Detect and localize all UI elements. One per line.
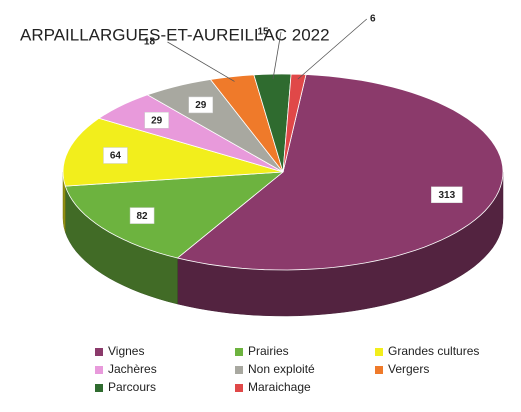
legend-swatch bbox=[95, 366, 103, 374]
legend-label: Grandes cultures bbox=[388, 344, 479, 358]
legend-label: Prairies bbox=[248, 344, 289, 358]
legend-swatch bbox=[235, 366, 243, 374]
legend-label: Vignes bbox=[108, 344, 144, 358]
value-label: 29 bbox=[195, 100, 207, 111]
pie-slice bbox=[282, 73, 307, 173]
pie-slice bbox=[176, 74, 504, 271]
legend-label: Parcours bbox=[108, 380, 156, 394]
pie-slice bbox=[146, 79, 284, 173]
leader-line bbox=[167, 41, 235, 82]
value-label: 18 bbox=[144, 37, 156, 48]
legend-label: Non exploité bbox=[248, 362, 315, 376]
legend-swatch bbox=[235, 348, 243, 356]
legend-swatch bbox=[95, 384, 103, 392]
value-label-box bbox=[103, 147, 128, 164]
legend-label: Maraichage bbox=[248, 380, 311, 394]
leader-line bbox=[272, 31, 282, 80]
value-label: 64 bbox=[110, 151, 122, 162]
value-label: 29 bbox=[151, 115, 163, 126]
pie-slice bbox=[64, 171, 285, 259]
legend-label: Vergers bbox=[388, 362, 429, 376]
value-label-box bbox=[129, 207, 155, 224]
legend-swatch bbox=[375, 348, 383, 356]
value-label-box bbox=[188, 96, 214, 114]
legend-swatch bbox=[375, 366, 383, 374]
value-label: 6 bbox=[370, 14, 376, 25]
legend-label: Jachères bbox=[108, 362, 157, 376]
leader-line bbox=[297, 18, 368, 80]
value-label-box bbox=[431, 186, 463, 204]
chart-title: ARPAILLARGUES-ET-AUREILLAC 2022 bbox=[20, 25, 330, 44]
legend-swatch bbox=[95, 348, 103, 356]
legend-swatch bbox=[235, 384, 243, 392]
value-label: 313 bbox=[438, 190, 455, 201]
pie-slice bbox=[62, 117, 284, 187]
value-label: 15 bbox=[257, 27, 269, 38]
value-label-box bbox=[144, 112, 169, 129]
value-label: 82 bbox=[137, 211, 149, 222]
